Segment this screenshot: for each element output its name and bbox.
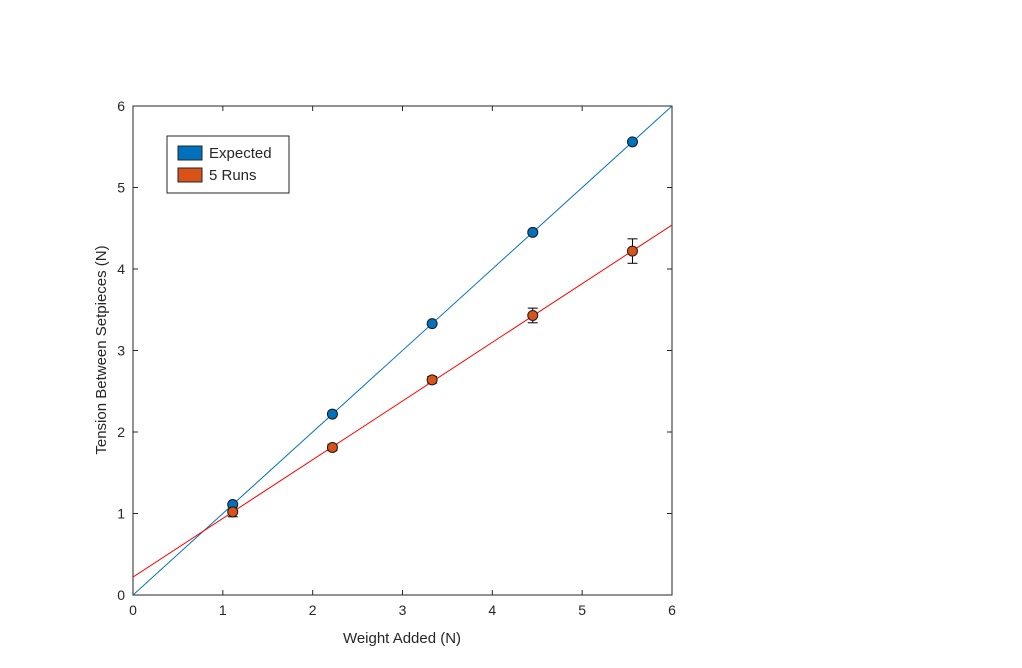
x-tick-label: 6 [668,602,676,618]
x-tick-label: 4 [488,602,496,618]
y-tick-label: 2 [117,424,125,440]
y-tick-label: 1 [117,506,125,522]
data-point [426,374,438,386]
data-markers [227,136,638,518]
y-tick-label: 5 [117,180,125,196]
x-axis-label: Weight Added (N) [343,630,461,647]
fit-lines [133,106,672,595]
axis-ticks: 0 1 2 3 4 5 6 0 1 2 3 4 5 6 [117,98,676,618]
data-point [326,441,338,453]
legend-swatch-expected [177,145,203,161]
y-tick-label: 3 [117,343,125,359]
y-tick-label: 4 [117,261,125,277]
legend: Expected 5 Runs [166,135,290,194]
data-point [527,309,539,321]
data-point [227,506,239,518]
data-point [426,318,438,330]
x-tick-label: 2 [309,602,317,618]
x-tick-label: 5 [578,602,586,618]
x-tick-label: 3 [399,602,407,618]
x-tick-label: 0 [129,602,137,618]
y-tick-label: 0 [117,587,125,603]
data-point [326,408,338,420]
legend-label-expected: Expected [209,145,272,162]
fit-line [133,106,672,595]
fit-line [133,224,672,578]
data-point [527,226,539,238]
y-axis-label: Tension Between Setpieces (N) [93,245,110,454]
data-point [626,245,638,257]
y-tick-label: 6 [117,98,125,114]
x-tick-label: 1 [219,602,227,618]
legend-swatch-5-runs [177,167,203,183]
data-point [626,136,638,148]
legend-label-5-runs: 5 Runs [209,167,257,184]
